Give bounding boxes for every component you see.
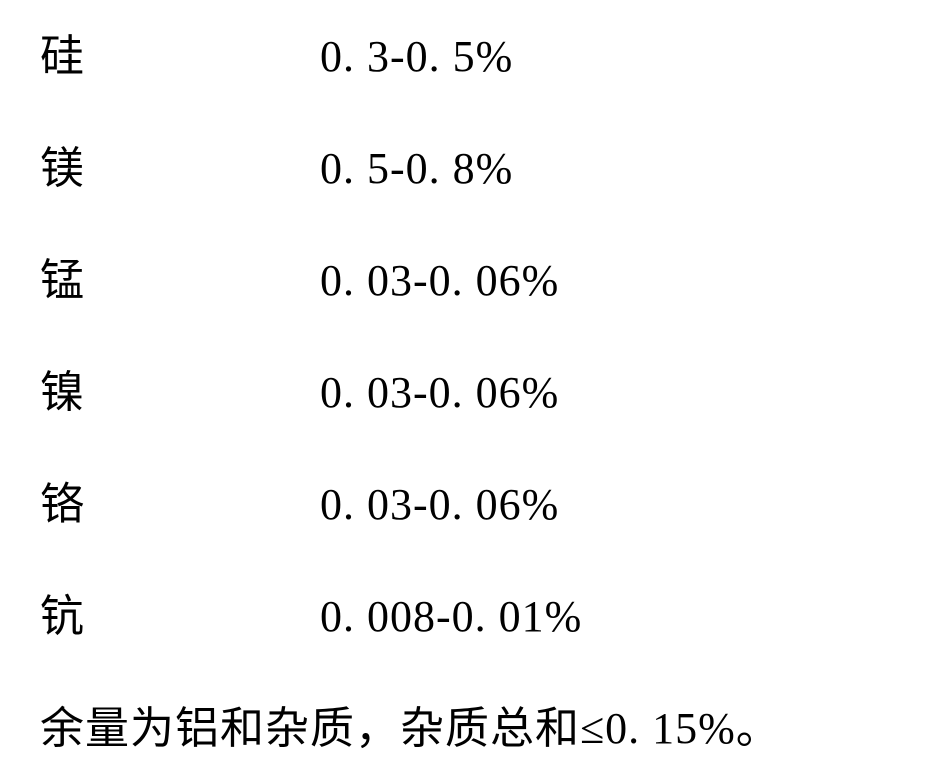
element-value: 0. 3-0. 5% — [320, 31, 513, 82]
element-label: 铬 — [40, 468, 320, 532]
table-row: 镁 0. 5-0. 8% — [40, 132, 901, 196]
element-value: 0. 03-0. 06% — [320, 479, 559, 530]
element-label: 钪 — [40, 580, 320, 644]
table-row: 镍 0. 03-0. 06% — [40, 356, 901, 420]
table-row: 锰 0. 03-0. 06% — [40, 244, 901, 308]
element-value: 0. 5-0. 8% — [320, 143, 513, 194]
table-row: 钪 0. 008-0. 01% — [40, 580, 901, 644]
composition-table: 硅 0. 3-0. 5% 镁 0. 5-0. 8% 锰 0. 03-0. 06%… — [0, 0, 941, 776]
element-label: 硅 — [40, 20, 320, 84]
element-label: 镁 — [40, 132, 320, 196]
element-value: 0. 03-0. 06% — [320, 255, 559, 306]
element-label: 镍 — [40, 356, 320, 420]
table-row: 硅 0. 3-0. 5% — [40, 20, 901, 84]
table-row: 铬 0. 03-0. 06% — [40, 468, 901, 532]
footer-note: 余量为铝和杂质，杂质总和≤0. 15%。 — [40, 692, 901, 756]
element-label: 锰 — [40, 244, 320, 308]
element-value: 0. 03-0. 06% — [320, 367, 559, 418]
element-value: 0. 008-0. 01% — [320, 591, 582, 642]
